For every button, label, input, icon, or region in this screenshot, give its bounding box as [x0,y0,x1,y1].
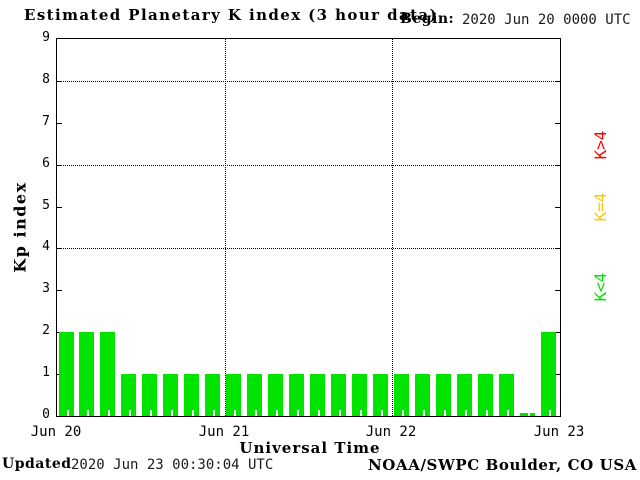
y-axis-tick-right-4 [555,248,560,250]
legend-label-K4: K<4 [591,272,610,302]
kp-bar [498,374,514,416]
x-axis-minor-tick [87,410,90,416]
x-axis-minor-tick [338,410,341,416]
gridline-kp6 [57,164,560,166]
x-axis-minor-tick [150,410,153,416]
updated-timestamp: 2020 Jun 23 00:30:04 UTC [71,457,274,473]
x-axis-minor-tick [108,410,111,416]
y-axis-tick-right-5 [555,206,560,208]
chart-title: Estimated Planetary K index (3 hour data… [24,6,439,24]
y-tick-label: 6 [42,156,50,171]
x-axis-minor-tick [359,410,362,416]
x-axis-minor-tick [318,410,320,416]
kp-bar [121,374,137,416]
y-axis-tick-left-8 [57,80,62,82]
y-axis-tick-left-3 [57,290,62,292]
y-axis-title: Kp index [10,181,30,273]
x-axis-minor-tick [255,410,258,416]
kp-bar [519,413,535,416]
y-tick-label: 5 [42,198,50,213]
kp-bar [79,332,95,416]
x-axis-title: Universal Time [239,439,381,457]
y-tick-label: 0 [42,407,50,422]
kp-bar [247,374,263,416]
kp-bar [414,374,430,416]
y-axis-tick-right-6 [555,164,560,166]
gridline-kp8 [57,80,560,82]
x-axis-minor-tick [464,410,467,416]
day-boundary-line-2 [392,39,393,416]
legend-label-K4: K>4 [591,130,610,160]
x-tick-label: Jun 23 [533,424,585,440]
kp-bar [540,332,556,416]
kp-bar [393,374,409,416]
x-axis-minor-tick [422,410,425,416]
y-axis-tick-right-8 [555,80,560,82]
x-axis-minor-tick [548,410,551,416]
kp-bar [163,374,179,416]
gridline-kp4 [57,248,560,250]
y-axis-tick-right-7 [555,122,560,124]
x-axis-minor-tick [213,410,216,416]
y-tick-label: 4 [42,239,50,254]
kp-bar [330,374,346,416]
y-axis-tick-right-1 [555,374,560,376]
kp-bar [435,374,451,416]
legend-label-K4: K=4 [591,192,610,222]
y-tick-label: 9 [42,30,50,45]
x-axis-minor-tick [171,410,174,416]
x-axis-minor-tick [401,410,404,416]
plot-area [56,38,561,417]
x-axis-minor-tick [234,410,237,416]
x-tick-label: Jun 20 [30,424,82,440]
x-axis-minor-tick [297,410,300,416]
x-axis-minor-tick [276,410,279,416]
kp-bar [351,374,367,416]
y-tick-label: 1 [42,365,50,380]
x-tick-label: Jun 21 [198,424,250,440]
x-axis-minor-tick [192,410,195,416]
x-axis-minor-tick [527,410,530,416]
x-axis-minor-tick [66,410,69,416]
x-axis-minor-tick [506,410,509,416]
y-axis-tick-left-6 [57,164,62,166]
kp-bar [456,374,472,416]
y-tick-label: 7 [42,114,50,129]
x-tick-label: Jun 22 [365,424,417,440]
y-tick-label: 3 [42,281,50,296]
y-axis-tick-right-3 [555,290,560,292]
x-axis-minor-tick [380,410,383,416]
updated-label: Updated [2,456,72,472]
y-tick-label: 2 [42,323,50,338]
kp-bar [289,374,305,416]
x-axis-minor-tick [485,410,488,416]
kp-bar [205,374,221,416]
x-axis-minor-tick [443,410,446,416]
kp-bar [184,374,200,416]
begin-value: 2020 Jun 20 0000 UTC [462,12,631,28]
kp-bar [226,374,242,416]
begin-label: Begin: [400,11,455,27]
y-axis-tick-left-4 [57,248,62,250]
day-boundary-line-1 [225,39,226,416]
y-axis-tick-right-2 [555,332,560,334]
credit-text: NOAA/SWPC Boulder, CO USA [367,456,637,474]
kp-bar [372,374,388,416]
y-axis-tick-left-5 [57,206,62,208]
kp-bar [268,374,284,416]
x-axis-minor-tick [129,410,132,416]
kp-bar [477,374,493,416]
y-axis-tick-left-7 [57,122,62,124]
kp-bar [58,332,74,416]
y-tick-label: 8 [42,72,50,87]
kp-bar [100,332,116,416]
kp-bar [310,374,325,416]
kp-bar [142,374,158,416]
